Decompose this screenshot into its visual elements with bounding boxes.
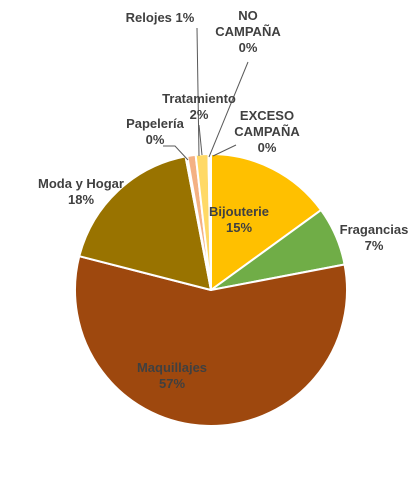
slice-label: Fragancias 7% xyxy=(340,222,409,253)
slice-labels: Bijouterie 15% Fragancias 7% Maquillajes 57% M… xyxy=(38,8,408,391)
leader-line xyxy=(208,61,249,158)
slice-label: Relojes 1% xyxy=(126,10,195,25)
slice-label: Maquillajes 57% xyxy=(137,360,207,391)
slice-label: Bijouterie 15% xyxy=(209,204,269,235)
slice-label: NO CAMPAÑA 0% xyxy=(215,8,281,55)
leader-lines xyxy=(163,27,249,161)
leader-line xyxy=(198,124,203,156)
leader-line xyxy=(212,144,237,157)
slice-label: EXCESO CAMPAÑA 0% xyxy=(234,108,300,155)
pie-slice-maquillajes xyxy=(74,255,348,427)
pie-slices xyxy=(74,152,348,427)
leader-line xyxy=(163,145,189,161)
leader-line xyxy=(196,27,200,157)
slice-label: Papelería 0% xyxy=(126,116,185,147)
pie-slice-bijouterie xyxy=(210,153,323,291)
slice-label: Tratamiento 2% xyxy=(162,91,236,122)
slice-label: Moda y Hogar 18% xyxy=(38,176,124,207)
pie-slice-moda-y-hogar xyxy=(78,155,212,291)
